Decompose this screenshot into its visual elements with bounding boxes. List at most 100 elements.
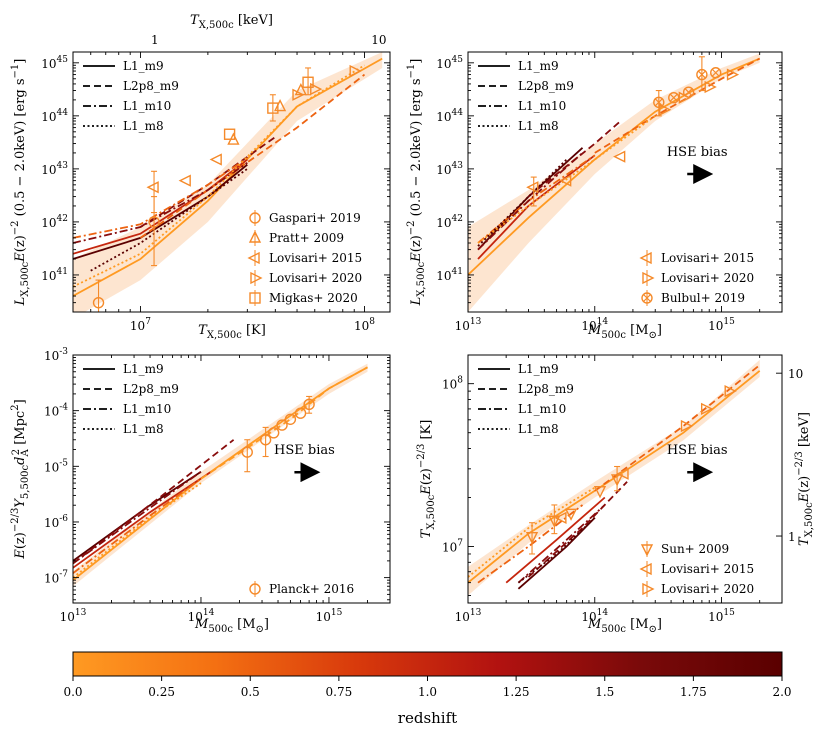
panel-lx-m: 1013 1014 1015 1041 1042 1043 1044 1045 L1_m9 L2p… — [436, 51, 783, 333]
legend-marker-triangle-right — [250, 271, 263, 285]
plot-area — [73, 52, 383, 312]
legend-label-L1_m10: L1_m10 — [518, 402, 566, 416]
y-tick-label: 1045 — [41, 55, 68, 71]
obs-point-triangle-down — [593, 486, 607, 499]
obs-point-triangle-left — [526, 181, 539, 194]
colorbar-tick-label: 1.5 — [595, 685, 614, 699]
series-L2p8_m9-z1.5 — [73, 439, 235, 565]
scatter-band — [73, 363, 368, 587]
y-axis-label: TX,500cE(z)−2/3 [K] — [416, 420, 437, 539]
obs-point-circle — [241, 446, 253, 458]
obs-point-circle — [284, 413, 297, 425]
series-L1_m8-z0 — [73, 482, 202, 579]
colorbar: 0.0 0.25 0.5 0.75 1.0 1.25 1.5 1.75 2.0 redshift — [63, 651, 792, 727]
obs-point-circle — [259, 434, 272, 446]
legend-marker-triangle-left — [639, 562, 652, 576]
y-tick-label: 1043 — [436, 161, 463, 177]
obs-point-triangle-left — [554, 511, 567, 524]
series-L1_m8-z2 — [477, 158, 568, 247]
obs-point-triangle-up — [294, 82, 307, 96]
obs-point-square — [223, 128, 236, 140]
legend-obs-label: Lovisari+ 2020 — [269, 271, 362, 285]
legend-label-L1_m10: L1_m10 — [123, 402, 171, 416]
x-tick-label: 1015 — [316, 608, 343, 624]
series-L1_m8-z0 — [468, 486, 596, 578]
axes-frame — [72, 354, 391, 604]
legend-styles: L1_m9 L2p8_m9 L1_m10 L1_m8 — [478, 59, 574, 133]
y-tick-label: 10-7 — [44, 570, 68, 586]
x-tick-label: 1013 — [455, 317, 482, 333]
legend-styles: L1_m9 L2p8_m9 L1_m10 L1_m8 — [83, 362, 179, 436]
legend-obs-label: Migkas+ 2020 — [269, 291, 358, 305]
legend-obs-label: Lovisari+ 2015 — [661, 251, 754, 265]
obs-point-triangle-left — [613, 150, 626, 163]
y-tick-label: 108 — [442, 376, 463, 392]
colorbar-tick-label: 0.75 — [326, 685, 353, 699]
series-L1_m9-z2 — [73, 470, 202, 562]
obs-point-triangle-right — [659, 103, 672, 116]
series-L1_m9-z1 — [505, 496, 606, 584]
panel-y-m: 1013 1014 1015 10-7 10-6 10-5 10-4 10-3 L1_m9 L2p… — [44, 347, 391, 624]
obs-point-triangle-right — [704, 80, 717, 94]
obs-point-circle — [303, 398, 315, 411]
legend-observations: Gaspari+ 2019 Pratt+ 2009 Lovisari+ 2015 Lo… — [247, 210, 362, 306]
colorbar-gradient — [72, 651, 783, 677]
legend-obs-label: Bulbul+ 2019 — [661, 291, 745, 305]
obs-point-triangle-left — [178, 174, 191, 187]
obs-point-triangle-down — [610, 474, 624, 487]
obs-point-triangle-down — [564, 508, 578, 521]
obs-point-circle-x-x — [684, 88, 693, 97]
obs-point-triangle-left — [616, 467, 629, 480]
legend-obs-label: Lovisari+ 2015 — [661, 562, 754, 576]
obs-point-circle — [148, 216, 160, 228]
obs-point-circle — [267, 427, 280, 439]
legend-obs-label: Sun+ 2009 — [661, 542, 729, 556]
x-tick-label: 1013 — [60, 608, 87, 624]
series-L1_m10-z1.5 — [477, 152, 584, 251]
series-L1_m9-z0 — [73, 57, 383, 297]
x-tick-label: 1014 — [581, 608, 608, 624]
y-tick-label: 107 — [442, 539, 463, 555]
series-L1_m10-z0.5 — [73, 157, 248, 239]
colorbar-tick-label: 0.0 — [63, 685, 82, 699]
obs-point-triangle-left — [146, 181, 159, 194]
y-tick-label: 10-6 — [44, 514, 68, 530]
axes-frame — [467, 51, 783, 313]
legend-label-L2p8_m9: L2p8_m9 — [518, 79, 574, 93]
obs-point-circle — [294, 407, 307, 419]
series-L1_m10-z0.5 — [73, 477, 202, 574]
series-L1_m8-z2 — [517, 517, 596, 584]
series-L1_m9-z1 — [477, 154, 596, 260]
series-L1_m9-z2 — [73, 164, 248, 260]
x-tick-label: 108 — [354, 317, 375, 333]
legend-obs-label: Gaspari+ 2019 — [269, 211, 361, 225]
series-L1_m10-z1.5 — [517, 504, 606, 584]
y-tick-label: 10-3 — [44, 347, 68, 363]
x-tick-label: 107 — [130, 317, 151, 333]
top-x-tick-label: 10 — [371, 33, 386, 47]
y-axis-label: E(z)−2/3Y5,500cdA2 [Mpc2] — [10, 399, 31, 559]
obs-point-triangle-right — [310, 82, 323, 96]
right-y-axis-label: TX,500cE(z)−2/3 [keV] — [794, 412, 815, 546]
obs-point-triangle-right — [292, 88, 305, 101]
legend-observations: Sun+ 2009 Lovisari+ 2015 Lovisari+ 2020 — [639, 541, 754, 597]
legend-obs-label: Lovisari+ 2020 — [661, 271, 754, 285]
panel-lx-t: 107 108 1041 1042 1043 1044 1045 1 10 TX,500c [ke… — [41, 13, 391, 333]
series-L1_m8-z0 — [477, 115, 656, 244]
y-axis-label: LX,500cE(z)−2 (0.5 − 2.0keV) [erg s−1] — [10, 59, 31, 307]
obs-point-circle-x-x — [711, 68, 720, 77]
obs-point-triangle-down — [525, 531, 539, 545]
series-L2p8_m9-z0.5 — [594, 364, 761, 492]
legend-label-L1_m8: L1_m8 — [518, 422, 559, 436]
colorbar-label: redshift — [398, 709, 457, 727]
top-x-axis-label: TX,500c [keV] — [190, 13, 273, 31]
hse-bias-label: HSE bias — [667, 443, 728, 458]
obs-point-circle-x-x — [697, 70, 706, 79]
x-axis-label: M500c [M⊙] — [587, 617, 662, 635]
obs-point-square — [267, 102, 279, 114]
right-y-axis-label-text: TX,500cE(z)−2/3 [keV] — [794, 412, 815, 546]
legend-label-L1_m10: L1_m10 — [123, 99, 171, 113]
obs-point-circle-x-x — [654, 98, 663, 107]
colorbar-tick-label: 1.75 — [680, 685, 707, 699]
